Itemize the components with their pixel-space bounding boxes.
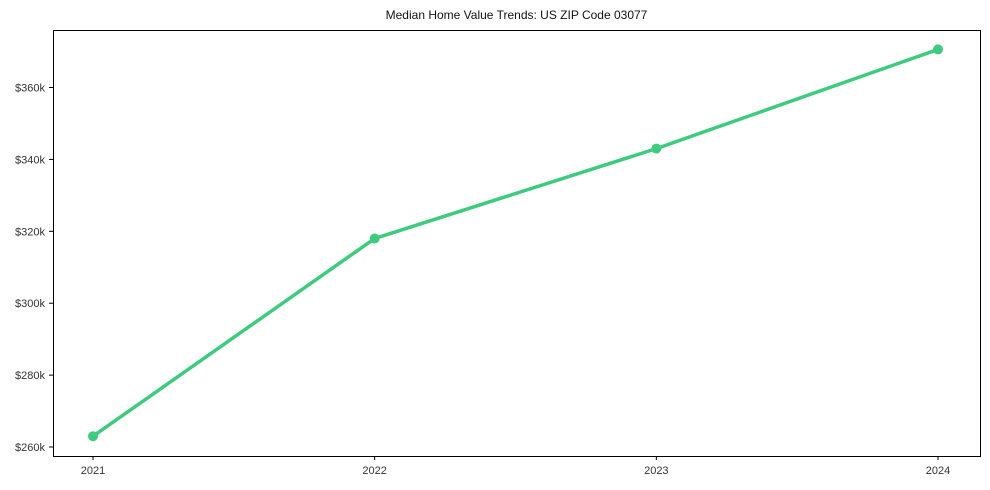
x-tick-label: 2023 bbox=[644, 465, 668, 477]
plot-area-box bbox=[53, 30, 981, 457]
y-tick-label: $280k bbox=[15, 370, 45, 382]
x-tick-label: 2024 bbox=[926, 465, 950, 477]
chart-title: Median Home Value Trends: US ZIP Code 03… bbox=[385, 8, 648, 22]
data-line bbox=[91, 47, 940, 438]
y-tick-label: $360k bbox=[15, 83, 45, 95]
y-tick-label: $260k bbox=[15, 442, 45, 454]
y-tick-label: $320k bbox=[15, 226, 45, 238]
y-tick-label: $300k bbox=[15, 298, 45, 310]
y-tick-label: $340k bbox=[15, 154, 45, 166]
data-point-marker bbox=[369, 233, 380, 244]
data-point-marker bbox=[933, 44, 943, 55]
data-point-marker bbox=[88, 431, 98, 442]
x-tick-label: 2022 bbox=[362, 465, 386, 477]
x-tick-label: 2021 bbox=[81, 465, 105, 477]
data-point-marker bbox=[651, 143, 662, 154]
